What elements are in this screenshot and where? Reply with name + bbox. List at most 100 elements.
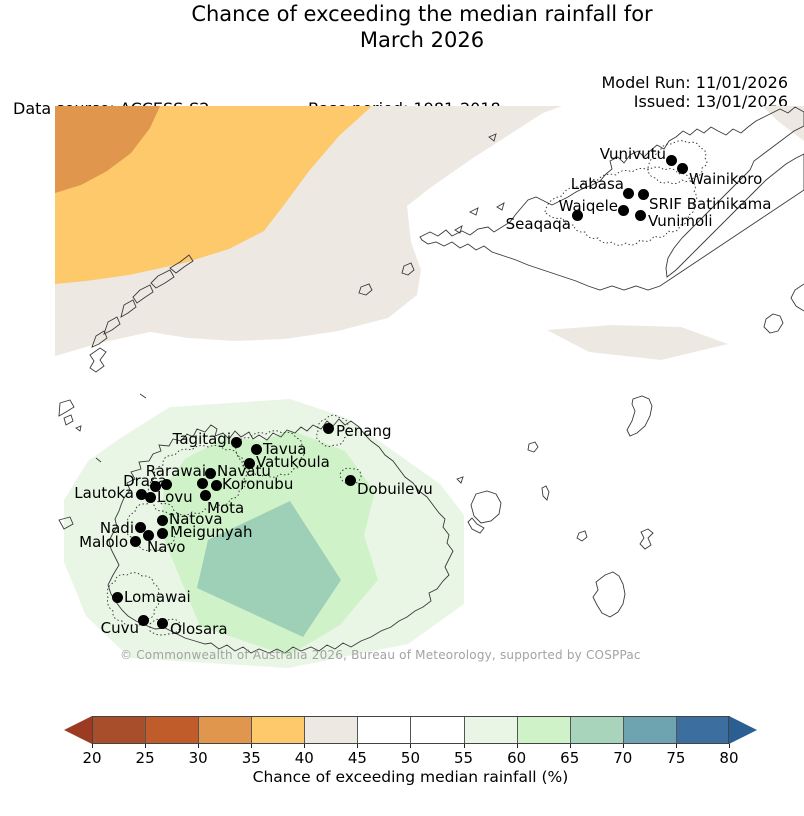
station-dot-penang xyxy=(322,422,334,434)
colorbar-tickmark xyxy=(728,744,730,748)
colorbar-segment-35-40 xyxy=(251,716,306,744)
station-label-malolo: Malolo xyxy=(79,533,128,551)
region-40-45-northeast-wedge xyxy=(762,106,804,141)
region-35-40 xyxy=(55,106,372,284)
colorbar-tick-30: 30 xyxy=(188,749,208,767)
colorbar-segment-25-30 xyxy=(145,716,200,744)
station-dot-malolo xyxy=(129,535,141,547)
region-40-45-south-vanualevu xyxy=(547,325,728,360)
station-label-seaqaqa: Seaqaqa xyxy=(505,215,571,233)
station-dot-natova xyxy=(156,514,168,526)
station-dot xyxy=(196,477,208,489)
eastern-islets xyxy=(456,441,654,550)
station-dot-dobuilevu xyxy=(344,474,356,486)
station-dot-wainikoro xyxy=(676,162,688,174)
colorbar-tick-55: 55 xyxy=(454,749,474,767)
ovalau-island xyxy=(467,490,502,534)
colorbar-tickmark xyxy=(251,744,253,748)
station-label-vatukoula: Vatukoula xyxy=(256,453,330,471)
colorbar-segment-70-75 xyxy=(622,716,677,744)
viti-levu-coastline xyxy=(107,418,454,654)
coastlines xyxy=(58,106,804,654)
title-line-2: March 2026 xyxy=(359,28,485,52)
colorbar-label: Chance of exceeding median rainfall (%) xyxy=(252,768,569,786)
colorbar-left-arrow xyxy=(64,716,92,744)
colorbar-tickmark xyxy=(516,744,518,748)
koro-island xyxy=(626,395,653,437)
colorbar-tick-35: 35 xyxy=(241,749,261,767)
colorbar-tick-40: 40 xyxy=(294,749,314,767)
colorbar-tick-70: 70 xyxy=(613,749,633,767)
sigatoka-district-boundary xyxy=(106,572,182,636)
model-run-label: Model Run: 11/01/2026 xyxy=(601,73,789,92)
station-label-dobuilevu: Dobuilevu xyxy=(357,480,433,498)
station-dot-tavua xyxy=(250,443,262,455)
station-label-nadi: Nadi xyxy=(99,519,134,537)
tavua-district-boundary xyxy=(235,430,305,478)
station-dot-tagitagi xyxy=(230,436,242,448)
vanua-levu-coastline xyxy=(419,106,804,291)
colorbar-tickmark xyxy=(357,744,359,748)
station-label-vunimoli: Vunimoli xyxy=(648,212,713,230)
issued-label: Issued: 13/01/2026 xyxy=(633,92,788,111)
region-65-70 xyxy=(197,501,341,637)
station-label-mota: Mota xyxy=(207,499,245,517)
colorbar-segment-40-45 xyxy=(304,716,359,744)
station-label-wainikoro: Wainikoro xyxy=(689,170,763,188)
station-dot-waiqele xyxy=(617,204,629,216)
colorbar-tickmark xyxy=(410,744,412,748)
colorbar-segment-45-50 xyxy=(357,716,412,744)
colorbar-tick-60: 60 xyxy=(507,749,527,767)
station-dot-cuvu xyxy=(137,614,149,626)
station-label-olosara: Olosara xyxy=(170,620,228,638)
station-dot-navo xyxy=(142,529,154,541)
title-line-1: Chance of exceeding the median rainfall … xyxy=(191,2,653,26)
station-label-navo: Navo xyxy=(147,538,186,556)
station-label-penang: Penang xyxy=(336,422,392,440)
yasawa-islands xyxy=(89,254,194,373)
station-dot-lomawai xyxy=(111,591,123,603)
copyright-text: © Commonwealth of Australia 2026, Bureau… xyxy=(120,648,641,662)
region-30-35 xyxy=(55,106,160,193)
colorbar-tick-75: 75 xyxy=(666,749,686,767)
station-label-tavua: Tavua xyxy=(263,440,307,458)
colorbar-segment-60-65 xyxy=(516,716,571,744)
colorbar-tickmark xyxy=(198,744,200,748)
station-dot-srif-batinikama xyxy=(637,188,649,200)
station-label-vunivutu: Vunivutu xyxy=(599,145,666,163)
colorbar-tick-20: 20 xyxy=(82,749,102,767)
station-label-koronubu: Koronubu xyxy=(222,475,294,493)
station-label-rarawai: Rarawai xyxy=(145,462,206,480)
station-dot-vatukoula xyxy=(243,457,255,469)
station-dot-koronubu xyxy=(210,479,222,491)
colorbar-tickmark xyxy=(92,744,93,748)
station-label-lautoka: Lautoka xyxy=(74,484,134,502)
station-dot-drasa xyxy=(149,480,161,492)
station-dot-meigunyah xyxy=(156,527,168,539)
colorbar-segment-30-35 xyxy=(198,716,253,744)
station-label-meigunyah: Meigunyah xyxy=(170,523,253,541)
station-dot-seaqaqa xyxy=(571,209,583,221)
station-dot-labasa xyxy=(622,187,634,199)
colorbar-right-arrow xyxy=(728,716,757,744)
station-dot-olosara xyxy=(156,617,168,629)
station-label-natova: Natova xyxy=(169,510,223,528)
station-label-cuvu: Cuvu xyxy=(100,619,139,637)
station-dot-navatu xyxy=(204,467,216,479)
colorbar-tickmark xyxy=(145,744,147,748)
station-label-tagitagi: Tagitagi xyxy=(172,430,231,448)
station-label-navatu: Navatu xyxy=(217,462,271,480)
colorbar-tick-65: 65 xyxy=(560,749,580,767)
station-dot-lautoka xyxy=(135,488,147,500)
gau-island xyxy=(592,571,626,618)
colorbar-tickmark xyxy=(569,744,571,748)
colorbar-segment-65-70 xyxy=(569,716,624,744)
station-label-drasa: Drasa xyxy=(123,472,167,490)
station-label-lomawai: Lomawai xyxy=(124,588,191,606)
station-label-srif-batinikama: SRIF Batinikama xyxy=(649,195,772,213)
colorbar-segment-55-60 xyxy=(463,716,518,744)
station-dot-nadi xyxy=(134,521,146,533)
colorbar-tickmark xyxy=(675,744,677,748)
